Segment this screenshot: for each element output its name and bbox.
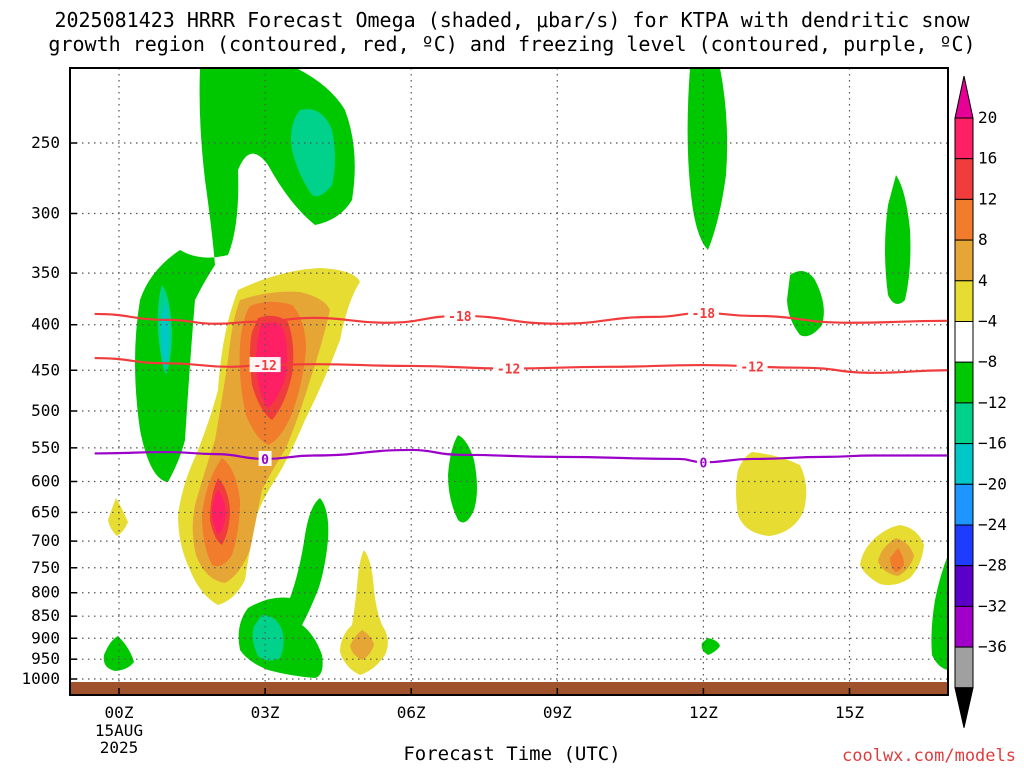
y-tick-label: 750: [31, 558, 60, 577]
contour-line-temp: [94, 311, 947, 325]
y-tick-label: 950: [31, 649, 60, 668]
colorbar-swatch: [954, 605, 974, 648]
omega-region-orange-16z: [890, 548, 904, 572]
colorbar-swatch: [954, 117, 974, 160]
contour-label-bg: [444, 307, 476, 323]
omega-region-pink-lower: [212, 490, 226, 535]
contours: -18 -18 -12 -12 -12 0 0: [94, 304, 947, 471]
contour-label: -18: [692, 307, 716, 322]
omega-region-green-07z: [448, 435, 477, 523]
x-tick-label: 09Z: [543, 703, 572, 722]
y-tick-label: 300: [31, 203, 60, 222]
colorbar-swatch: [954, 646, 974, 689]
contour-label: 0: [261, 453, 269, 468]
x-axis-label: Forecast Time (UTC): [403, 743, 621, 765]
y-tick-label: 400: [31, 315, 60, 334]
y-axis: 250 300 350 400 450 500 550 600 650 700 750 800 850 9…: [21, 133, 77, 688]
x-tick-label: 03Z: [251, 703, 280, 722]
omega-region-yellow-00z: [108, 498, 128, 536]
colorbar-swatch: [954, 361, 974, 404]
contour-label-bg: [696, 454, 710, 470]
chart-title: 2025081423 HRRR Forecast Omega (shaded, …: [0, 8, 1024, 56]
y-tick-label: 250: [31, 133, 60, 152]
y-tick-label: 800: [31, 583, 60, 602]
omega-region-green-edge: [931, 555, 948, 670]
colorbar-swatch: [954, 198, 974, 241]
contour-label: -12: [253, 359, 276, 374]
colorbar-label: 8: [978, 230, 988, 249]
colorbar-swatch: [954, 402, 974, 445]
y-tick-label: 600: [31, 471, 60, 490]
colorbar-top-arrow: [954, 75, 974, 119]
colorbar-label: −12: [978, 393, 1007, 412]
colorbar-label: −24: [978, 515, 1007, 534]
y-tick-label: 350: [31, 263, 60, 282]
contour-line-freezing: [94, 448, 947, 464]
y-tick-label: 850: [31, 606, 60, 625]
contour-label: -18: [448, 310, 472, 325]
title-line-2: growth region (contoured, red, ºC) and f…: [48, 32, 976, 56]
omega-region-gold-05z: [350, 630, 374, 660]
colorbar: 20 16 12 8 4 −4 −8 −12 −16 −20 −24 −28 −32 −36: [954, 75, 1007, 728]
title-line-1: 2025081423 HRRR Forecast Omega (shaded, …: [54, 8, 970, 32]
omega-region-yellow-13z: [736, 452, 807, 536]
colorbar-swatch: [954, 239, 974, 282]
contour-label-bg: [736, 358, 768, 374]
colorbar-swatch: [954, 524, 974, 567]
colorbar-swatch: [954, 443, 974, 485]
x-tick-sublabel: 15AUG: [95, 721, 143, 740]
colorbar-label: 20: [978, 108, 997, 127]
x-tick-sublabel: 2025: [100, 738, 139, 757]
colorbar-swatch: [954, 158, 974, 200]
contour-label: 0: [699, 456, 707, 471]
omega-region-green-00z: [103, 636, 134, 671]
colorbar-label: −8: [978, 352, 997, 371]
omega-region-green-12z-low: [701, 638, 720, 655]
plot-frame: [69, 67, 949, 696]
omega-region-teal-upper: [291, 109, 335, 197]
colorbar-swatch: [954, 483, 974, 526]
colorbar-label: 16: [978, 149, 997, 168]
colorbar-bottom-arrow: [954, 687, 974, 728]
contour-label: -12: [497, 363, 520, 378]
y-tick-label: 650: [31, 502, 60, 521]
ground-strip: [71, 682, 947, 694]
y-tick-label: 1000: [21, 669, 60, 688]
colorbar-label: −32: [978, 596, 1007, 615]
contour-label-bg: [258, 450, 272, 466]
colorbar-label: −20: [978, 474, 1007, 493]
colorbar-swatch: [954, 280, 974, 322]
contour-label-bg: [493, 360, 525, 376]
colorbar-label: 12: [978, 189, 997, 208]
y-tick-label: 700: [31, 531, 60, 550]
x-tick-label: 06Z: [397, 703, 426, 722]
colorbar-label: −4: [978, 312, 997, 331]
y-tick-label: 500: [31, 401, 60, 420]
omega-region-cyan-left: [161, 300, 169, 370]
colorbar-swatch: [954, 321, 974, 363]
omega-region-green-12z: [687, 68, 728, 250]
colorbar-label: −16: [978, 434, 1007, 453]
colorbar-label: −36: [978, 637, 1007, 656]
credit-link[interactable]: coolwx.com/models: [842, 746, 1016, 766]
x-tick-label: 00Z: [105, 703, 134, 722]
omega-region-green-16z: [885, 175, 911, 304]
grid: [70, 68, 948, 695]
x-tick-label: 12Z: [689, 703, 718, 722]
contour-label: -12: [740, 360, 763, 375]
x-tick-label: 15Z: [835, 703, 864, 722]
y-tick-label: 550: [31, 438, 60, 457]
omega-shading: [103, 68, 948, 678]
contour-label-bg: [687, 304, 719, 320]
y-tick-label: 450: [31, 360, 60, 379]
contour-label-bg: [249, 357, 281, 373]
y-tick-label: 900: [31, 628, 60, 647]
colorbar-swatch: [954, 565, 974, 607]
colorbar-label: 4: [978, 271, 988, 290]
colorbar-label: −28: [978, 556, 1007, 575]
omega-region-green-14z: [787, 271, 824, 337]
contour-line-temp: [94, 356, 947, 374]
